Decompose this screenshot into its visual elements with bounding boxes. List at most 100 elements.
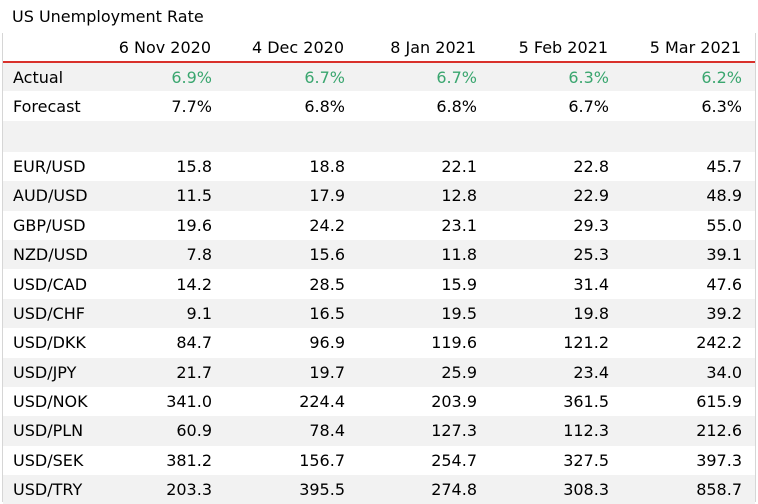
table-cell: 47.6 xyxy=(706,274,742,294)
table-cell: 11.8 xyxy=(358,239,490,270)
table-cell: 39.2 xyxy=(622,298,755,329)
table-cell: 29.3 xyxy=(573,215,609,235)
table-cell: 361.5 xyxy=(563,392,609,412)
table-cell: 341.0 xyxy=(166,392,212,412)
row-label: USD/SEK xyxy=(13,450,84,470)
table-cell: 23.4 xyxy=(490,357,622,387)
row-label: GBP/USD xyxy=(13,215,86,235)
table-cell: 203.3 xyxy=(94,475,225,504)
table-row: USD/DKK 84.7 96.9 119.6 121.2 242.2 xyxy=(3,328,755,357)
table-cell: 17.9 xyxy=(225,181,358,211)
table-cell: 127.3 xyxy=(358,416,490,446)
row-label: USD/PLN xyxy=(3,416,94,446)
table-cell: 60.9 xyxy=(94,416,225,446)
table-cell: 112.3 xyxy=(490,416,622,446)
table-cell: 18.8 xyxy=(309,156,345,176)
column-header: 5 Feb 2021 xyxy=(490,33,622,63)
table-cell: 19.6 xyxy=(176,215,212,235)
table-cell: 45.7 xyxy=(706,156,742,176)
table-cell: 224.4 xyxy=(299,392,345,412)
table-cell: 22.9 xyxy=(490,181,622,211)
column-header: 5 Mar 2021 xyxy=(622,33,755,63)
spacer-cell xyxy=(3,120,94,152)
table-cell: 19.8 xyxy=(490,298,622,329)
table-cell: 7.7% xyxy=(171,96,212,116)
row-label: USD/DKK xyxy=(13,333,86,353)
row-label: USD/JPY xyxy=(3,357,94,387)
table-cell: 19.7 xyxy=(225,357,358,387)
data-table-frame: 6 Nov 2020 4 Dec 2020 8 Jan 2021 5 Feb 2… xyxy=(2,33,756,504)
table-cell: 15.6 xyxy=(225,239,358,270)
table-cell: 28.5 xyxy=(309,274,345,294)
table-body: Actual 6.9% 6.7% 6.7% 6.3% 6.2% Forecast 7.7% 6.… xyxy=(3,62,755,504)
spacer-row xyxy=(3,120,755,152)
table-row: NZD/USD 7.8 15.6 11.8 25.3 39.1 xyxy=(3,239,755,270)
table-cell: 242.2 xyxy=(696,333,742,353)
table-row: USD/CHF 9.1 16.5 19.5 19.8 39.2 xyxy=(3,298,755,329)
row-label: USD/NOK xyxy=(13,392,88,412)
row-label: USD/CAD xyxy=(13,274,88,294)
table-cell: 397.3 xyxy=(696,450,742,470)
spacer-cell xyxy=(490,120,622,152)
table-row: Forecast 7.7% 6.8% 6.8% 6.7% 6.3% xyxy=(3,91,755,120)
spacer-cell xyxy=(358,120,490,152)
table-cell: 48.9 xyxy=(622,181,755,211)
table-cell: 7.8 xyxy=(94,239,225,270)
table-row: GBP/USD 19.6 24.2 23.1 29.3 55.0 xyxy=(3,211,755,240)
table-cell: 6.7% xyxy=(568,96,609,116)
table-row: USD/PLN 60.9 78.4 127.3 112.3 212.6 xyxy=(3,416,755,446)
table-cell: 6.8% xyxy=(436,96,477,116)
table-cell: 6.2% xyxy=(622,62,755,92)
spacer-cell xyxy=(94,120,225,152)
table-cell: 22.8 xyxy=(573,156,609,176)
header-corner xyxy=(3,33,94,63)
table-cell: 14.2 xyxy=(176,274,212,294)
table-cell: 203.9 xyxy=(431,392,477,412)
row-label: NZD/USD xyxy=(3,239,94,270)
table-cell: 6.9% xyxy=(94,62,225,92)
table-cell: 119.6 xyxy=(431,333,477,353)
table-cell: 254.7 xyxy=(431,450,477,470)
table-cell: 21.7 xyxy=(94,357,225,387)
table-row: USD/TRY 203.3 395.5 274.8 308.3 858.7 xyxy=(3,475,755,504)
table-cell: 23.1 xyxy=(441,215,477,235)
table-cell: 31.4 xyxy=(573,274,609,294)
table-cell: 12.8 xyxy=(358,181,490,211)
table-cell: 19.5 xyxy=(358,298,490,329)
table-title: US Unemployment Rate xyxy=(12,7,204,26)
unemployment-table: 6 Nov 2020 4 Dec 2020 8 Jan 2021 5 Feb 2… xyxy=(3,33,755,504)
header-row: 6 Nov 2020 4 Dec 2020 8 Jan 2021 5 Feb 2… xyxy=(3,33,755,63)
column-header: 6 Nov 2020 xyxy=(94,33,225,63)
table-cell: 156.7 xyxy=(299,450,345,470)
table-row: USD/SEK 381.2 156.7 254.7 327.5 397.3 xyxy=(3,446,755,475)
row-label: AUD/USD xyxy=(3,181,94,211)
table-cell: 381.2 xyxy=(166,450,212,470)
table-cell: 15.9 xyxy=(441,274,477,294)
table-cell: 274.8 xyxy=(358,475,490,504)
table-cell: 9.1 xyxy=(94,298,225,329)
table-cell: 34.0 xyxy=(622,357,755,387)
column-header: 4 Dec 2020 xyxy=(225,33,358,63)
table-cell: 78.4 xyxy=(225,416,358,446)
column-header: 8 Jan 2021 xyxy=(358,33,490,63)
row-label: EUR/USD xyxy=(13,156,86,176)
table-row: USD/NOK 341.0 224.4 203.9 361.5 615.9 xyxy=(3,387,755,416)
row-label: Forecast xyxy=(13,96,81,116)
table-cell: 25.9 xyxy=(358,357,490,387)
row-label: USD/CHF xyxy=(3,298,94,329)
table-cell: 615.9 xyxy=(696,392,742,412)
row-label: USD/TRY xyxy=(3,475,94,504)
spacer-cell xyxy=(622,120,755,152)
table-cell: 6.8% xyxy=(304,96,345,116)
table-cell: 55.0 xyxy=(706,215,742,235)
row-label: Actual xyxy=(3,62,94,92)
table-cell: 11.5 xyxy=(94,181,225,211)
table-row: USD/JPY 21.7 19.7 25.9 23.4 34.0 xyxy=(3,357,755,387)
table-row: USD/CAD 14.2 28.5 15.9 31.4 47.6 xyxy=(3,269,755,298)
table-cell: 24.2 xyxy=(309,215,345,235)
table-cell: 858.7 xyxy=(622,475,755,504)
table-cell: 327.5 xyxy=(563,450,609,470)
table-cell: 121.2 xyxy=(563,333,609,353)
table-cell: 39.1 xyxy=(622,239,755,270)
table-cell: 25.3 xyxy=(490,239,622,270)
